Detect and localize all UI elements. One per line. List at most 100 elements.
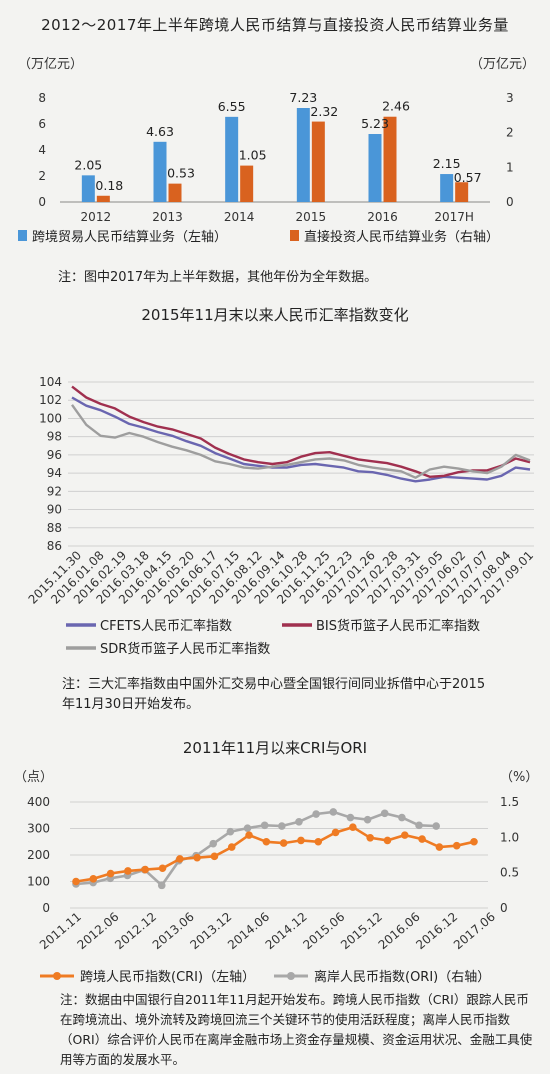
chart3-left-tick: 0: [42, 901, 50, 915]
chart3-ori-point: [380, 809, 389, 818]
chart1-legend-swatch-2: [290, 230, 299, 241]
chart3-x-tick: 2012.12: [112, 910, 159, 953]
chart2-legend-2: BIS货币篮子人民币汇率指数: [316, 618, 480, 634]
chart3-x-tick: 2016.12: [413, 910, 460, 953]
chart1-x-tick: 2013: [152, 210, 183, 224]
chart3-cri-point: [89, 875, 98, 883]
chart3-x-tick: 2013.06: [150, 910, 197, 953]
chart1-value-label-right: 0.18: [95, 178, 123, 193]
chart3-ori-point: [278, 822, 286, 830]
chart3-x-tick: 2014.06: [225, 910, 272, 953]
chart1-right-tick: 1: [506, 160, 514, 174]
chart3-ori-point: [226, 827, 235, 836]
chart1-value-label-left: 6.55: [218, 99, 246, 114]
chart1-svg: （万亿元） （万亿元） 0 2 4 6 8 0 1 2 3 2012 2013 2014 2015 201…: [18, 57, 535, 245]
chart3-cri-point: [435, 843, 444, 851]
chart1-value-label-right: 0.57: [454, 170, 482, 185]
chart3-cri-point: [262, 837, 271, 846]
chart1-right-tick: 2: [506, 126, 514, 140]
chart2-series-line-2: [71, 385, 531, 479]
chart3-title: 2011年11月以来CRI与ORI: [182, 739, 368, 757]
chart3-cri-point: [176, 855, 184, 863]
chart1-value-label-right: 2.32: [310, 104, 338, 119]
chart3-x-tick: 2011.11: [37, 910, 84, 953]
chart2-title: 2015年11月末以来人民币汇率指数变化: [141, 306, 409, 324]
chart3-ori-line: [75, 810, 437, 888]
chart3-ori-point: [157, 881, 166, 890]
chart3-cri-point: [470, 837, 478, 846]
chart3-right-tick: 0.5: [500, 866, 519, 880]
chart2-y-tick: 94: [47, 466, 62, 480]
chart3-cri-point: [452, 841, 461, 850]
chart2-y-tick: 90: [47, 503, 62, 517]
chart1-value-label-left: 2.05: [74, 157, 102, 172]
chart1-left-tick: 2: [38, 169, 46, 183]
chart3-right-unit: （%）: [500, 770, 538, 785]
chart1-x-tick: 2016: [367, 210, 398, 224]
chart3-ori-point: [209, 839, 218, 848]
chart1-bar-left: [153, 141, 167, 202]
chart3-left-tick: 300: [27, 822, 50, 836]
chart3-cri-point: [245, 831, 253, 839]
chart1-bar-right: [455, 182, 469, 202]
chart1-bar-right: [168, 183, 182, 202]
chart1-left-unit: （万亿元）: [18, 57, 83, 72]
chart3-cri-point: [106, 869, 115, 878]
chart1-right-tick: 0: [506, 195, 514, 209]
chart3-x-tick: 2013.12: [187, 910, 234, 953]
chart3-cri-point: [72, 877, 80, 886]
chart3-ori-point: [346, 813, 355, 822]
chart1-bar-right: [240, 165, 254, 202]
chart3-ori-point: [363, 815, 372, 824]
chart3-cri-point: [314, 837, 323, 846]
chart3-x-tick: 2016.06: [376, 910, 423, 953]
chart3-cri-point: [400, 831, 409, 839]
chart1-right-tick: 3: [506, 91, 514, 105]
chart1-value-label-left: 2.15: [433, 156, 461, 171]
chart1-value-label-left: 4.63: [146, 124, 174, 139]
chart3-ori-point: [312, 810, 320, 818]
chart1-note: 注：图中2017年为上半年数据，其他年份为全年数据。: [58, 270, 378, 285]
chart3-right-tick: 1.0: [500, 830, 519, 844]
chart1-left-tick: 0: [38, 195, 46, 209]
chart2-y-tick: 100: [39, 411, 62, 425]
chart1-bar-left: [225, 116, 239, 202]
chart3-cri-point: [366, 833, 374, 842]
chart3-ori-point: [295, 817, 303, 826]
chart3-x-tick: 2012.06: [75, 910, 122, 953]
chart2-series-line-1: [71, 396, 531, 483]
chart2-series-line-3: [71, 404, 531, 479]
chart2-y-tick: 96: [47, 448, 62, 462]
chart2-legend-1: CFETS人民币汇率指数: [100, 618, 232, 634]
chart3-ori-point: [398, 813, 406, 822]
chart1-value-label-right: 0.53: [167, 166, 195, 181]
chart1-value-label-left: 5.23: [361, 116, 389, 131]
chart1-x-tick: 2017H: [434, 210, 474, 224]
chart3-left-tick: 200: [27, 848, 50, 862]
chart3-cri-point: [210, 852, 219, 861]
chart3-cri-point: [279, 839, 288, 847]
chart3-ori-point: [260, 821, 269, 830]
chart2-legend-3: SDR货币篮子人民币汇率指数: [100, 641, 270, 657]
chart1-bar-left: [81, 175, 95, 202]
chart1-x-tick: 2015: [296, 210, 327, 224]
chart3-x-tick: 2014.12: [263, 910, 310, 953]
chart3-cri-point: [227, 843, 236, 851]
chart3-ori-point: [432, 822, 440, 830]
chart1-legend-1: 跨境贸易人民币结算业务（左轴）: [32, 229, 227, 245]
chart2-note: 注：三大汇率指数由中国外汇交易中心暨全国银行间同业拆借中心于2015年11月30…: [62, 677, 486, 712]
chart3-cri-point: [141, 865, 150, 874]
chart1-x-tick: 2012: [81, 210, 112, 224]
chart3-left-tick: 100: [27, 875, 50, 889]
chart3-x-tick: 2017.06: [451, 910, 498, 953]
chart3-x-tick: 2015.06: [300, 910, 347, 953]
chart2-y-tick: 102: [39, 393, 62, 407]
chart1-left-tick: 4: [38, 143, 46, 157]
chart3-legend-marker-1: [53, 972, 61, 980]
chart1-bar-right: [311, 121, 325, 202]
chart1-value-label-right: 2.46: [382, 99, 410, 114]
chart2-y-tick: 104: [39, 375, 62, 389]
